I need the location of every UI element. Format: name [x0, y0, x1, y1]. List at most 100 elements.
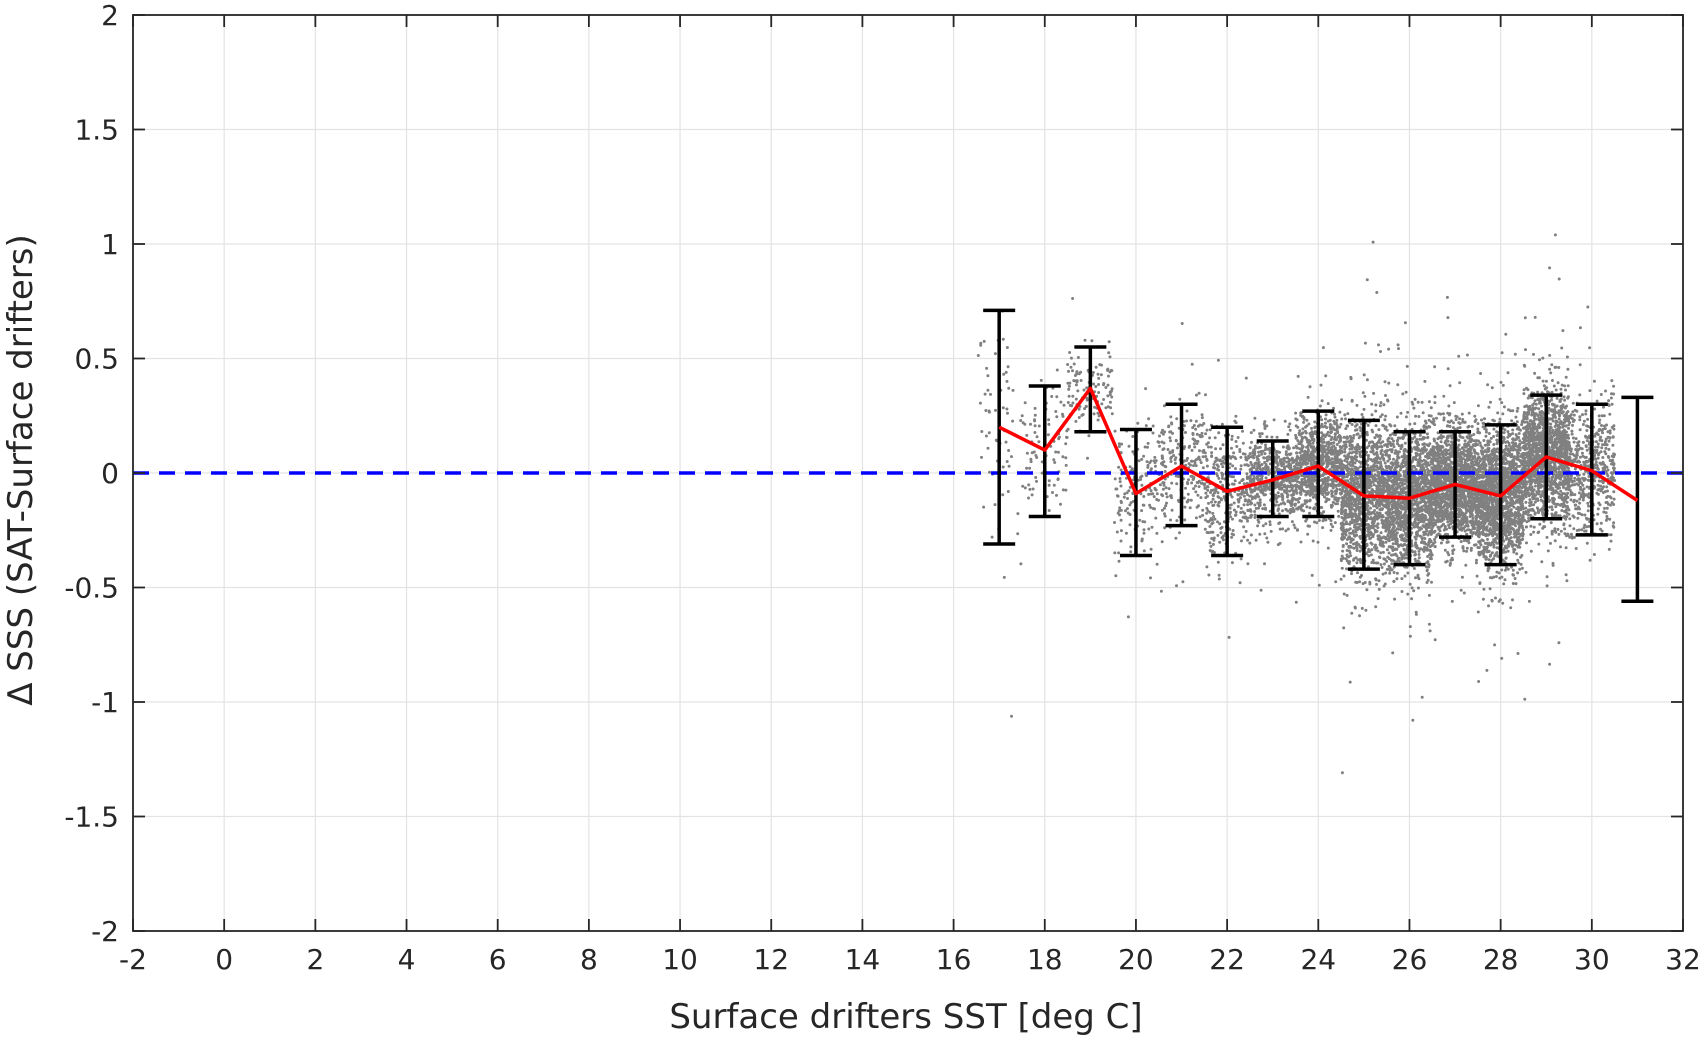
scatter-point — [1377, 428, 1381, 432]
scatter-point — [1276, 463, 1280, 467]
scatter-point — [1334, 421, 1338, 425]
scatter-point — [1326, 402, 1330, 406]
scatter-point — [1423, 379, 1427, 383]
scatter-point — [1412, 589, 1416, 593]
scatter-point — [1276, 491, 1280, 495]
scatter-point — [1365, 446, 1369, 450]
scatter-point — [993, 352, 997, 356]
scatter-point — [1358, 495, 1362, 499]
scatter-point — [1169, 518, 1172, 522]
scatter-point — [1174, 456, 1178, 460]
scatter-point — [1377, 343, 1380, 347]
scatter-point — [1310, 477, 1314, 480]
scatter-point — [1356, 502, 1360, 506]
scatter-point — [1001, 406, 1005, 410]
scatter-point — [1342, 440, 1346, 444]
scatter-point — [1345, 436, 1349, 440]
scatter-point — [1033, 431, 1037, 434]
scatter-point — [1325, 458, 1328, 462]
scatter-point — [1178, 531, 1181, 535]
scatter-point — [1386, 513, 1390, 517]
scatter-point — [1215, 472, 1218, 476]
scatter-point — [1085, 396, 1089, 400]
scatter-point — [1394, 552, 1398, 556]
scatter-point — [1163, 514, 1167, 518]
scatter-point — [1303, 461, 1307, 465]
scatter-point — [1306, 448, 1310, 452]
scatter-point — [1200, 413, 1204, 417]
scatter-point — [1255, 467, 1259, 471]
scatter-point — [1327, 458, 1331, 462]
scatter-point — [1359, 461, 1363, 465]
scatter-point — [1230, 535, 1234, 539]
scatter-point — [1379, 531, 1383, 535]
scatter-point — [982, 339, 986, 343]
scatter-point — [1366, 459, 1369, 463]
scatter-point — [1249, 455, 1253, 459]
scatter-point — [1367, 526, 1371, 529]
scatter-point — [1412, 487, 1416, 491]
scatter-point — [1240, 539, 1243, 543]
scatter-point — [1387, 347, 1391, 351]
scatter-point — [1386, 555, 1390, 559]
scatter-point — [1375, 484, 1379, 488]
scatter-point — [1211, 542, 1215, 546]
scatter-point — [1110, 395, 1114, 399]
scatter-point — [1149, 576, 1152, 580]
scatter-point — [1313, 506, 1317, 510]
scatter-point — [1339, 451, 1343, 455]
scatter-point — [1269, 529, 1273, 533]
scatter-point — [1370, 402, 1374, 406]
scatter-point — [1295, 528, 1299, 532]
scatter-point — [1072, 362, 1076, 366]
scatter-point — [1370, 480, 1374, 484]
scatter-point — [1129, 545, 1133, 549]
scatter-point — [1117, 559, 1121, 563]
scatter-point — [1376, 522, 1380, 526]
scatter-point — [1212, 503, 1216, 507]
scatter-point — [1212, 466, 1215, 469]
scatter-point — [1169, 415, 1173, 419]
scatter-point — [1127, 489, 1131, 493]
scatter-point — [1281, 445, 1285, 449]
scatter-point — [1412, 465, 1416, 469]
scatter-point — [1191, 433, 1195, 436]
scatter-point — [1175, 519, 1179, 523]
scatter-point — [1380, 445, 1384, 449]
scatter-point — [1360, 413, 1364, 416]
scatter-point — [1400, 516, 1404, 519]
scatter-point — [1198, 515, 1202, 519]
scatter-point — [1385, 567, 1389, 571]
scatter-point — [1236, 436, 1240, 439]
scatter-point — [1354, 530, 1358, 534]
scatter-point — [1118, 513, 1121, 517]
scatter-point — [1246, 464, 1250, 468]
scatter-point — [1388, 571, 1392, 575]
scatter-point — [1429, 555, 1433, 559]
scatter-point — [1298, 441, 1302, 445]
scatter-point — [1351, 436, 1355, 440]
scatter-point — [1359, 517, 1363, 521]
scatter-point — [1200, 423, 1204, 427]
scatter-point — [1146, 465, 1150, 469]
scatter-point — [1273, 503, 1277, 507]
scatter-point — [1350, 518, 1354, 521]
scatter-point — [1028, 466, 1032, 470]
scatter-point — [1355, 533, 1359, 537]
scatter-point — [1344, 440, 1348, 444]
scatter-point — [1039, 378, 1043, 382]
scatter-point — [1355, 522, 1359, 526]
scatter-point — [1363, 394, 1367, 398]
scatter-point — [1172, 454, 1176, 457]
scatter-point — [1163, 470, 1167, 473]
scatter-point — [1341, 556, 1345, 560]
scatter-point — [1195, 432, 1199, 436]
scatter-point — [1244, 529, 1248, 533]
scatter-point — [1274, 465, 1278, 469]
scatter-point — [1185, 419, 1188, 423]
scatter-point — [1126, 615, 1130, 619]
scatter-point — [1201, 508, 1205, 512]
scatter-point — [1348, 504, 1352, 508]
scatter-point — [1205, 511, 1209, 515]
scatter-point — [1369, 553, 1373, 557]
